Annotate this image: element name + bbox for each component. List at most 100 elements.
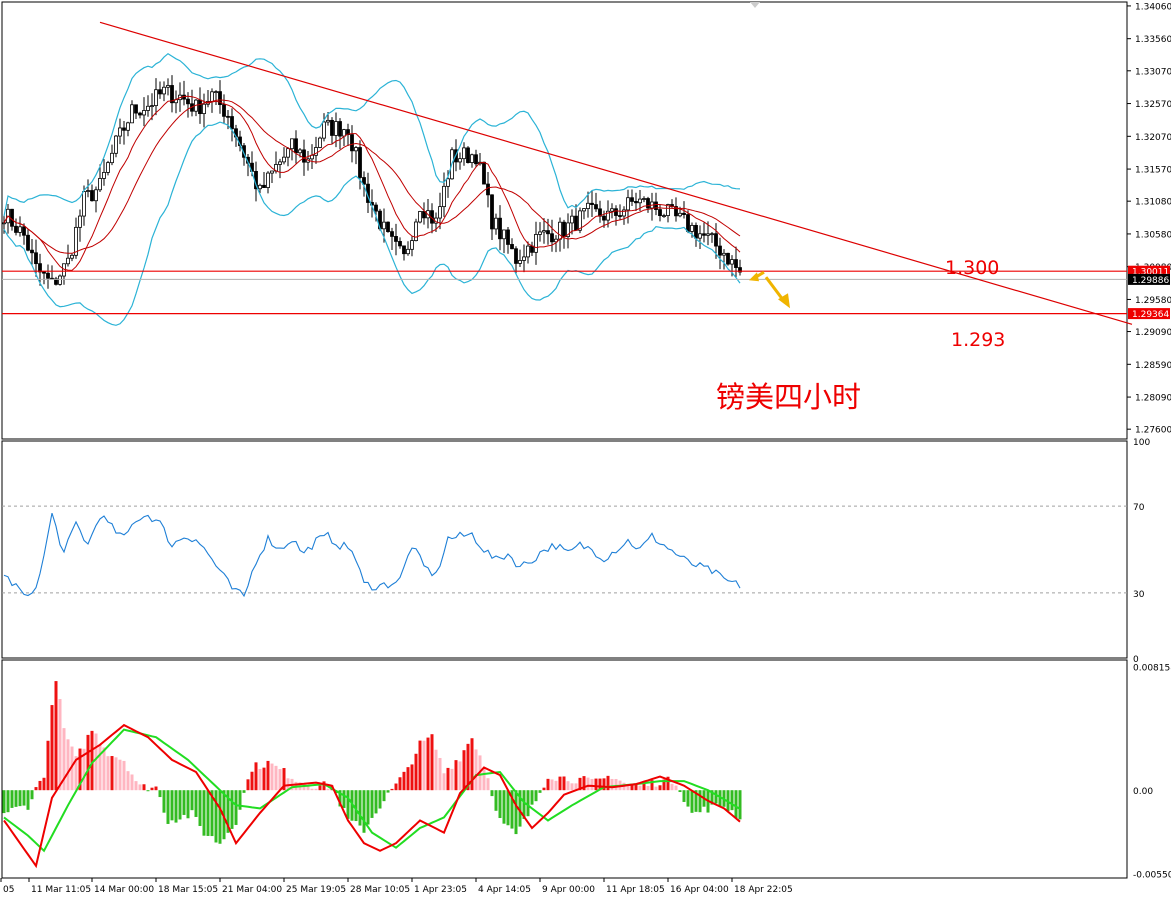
candle-body bbox=[106, 162, 110, 173]
candle-body bbox=[558, 221, 562, 240]
candle-body bbox=[418, 211, 422, 223]
candle-body bbox=[534, 234, 538, 253]
price-panel-frame bbox=[1, 1, 1128, 440]
rsi-line bbox=[3, 512, 741, 598]
price-tick-label: 1.28090 bbox=[1135, 394, 1171, 404]
macd-histogram-bar bbox=[634, 784, 638, 791]
candle-body bbox=[658, 209, 662, 217]
time-tick-label: 18 Apr 22:05 bbox=[734, 885, 793, 895]
macd-histogram-bar bbox=[678, 790, 682, 793]
macd-histogram-bar bbox=[10, 790, 14, 808]
candle-body bbox=[214, 91, 218, 94]
candle-body bbox=[718, 245, 722, 256]
macd-histogram-bar bbox=[386, 790, 390, 793]
rsi-panel[interactable]: 100 70 30 0 bbox=[1, 438, 1150, 665]
candle-body bbox=[526, 245, 530, 258]
candle-body bbox=[702, 233, 706, 236]
candle-body bbox=[10, 208, 14, 227]
macd-histogram-bar bbox=[266, 760, 270, 791]
candle-body bbox=[350, 134, 354, 152]
macd-histogram-bar bbox=[414, 753, 418, 791]
candle-body bbox=[18, 226, 22, 233]
macd-histogram-bar bbox=[614, 778, 618, 791]
candle-body bbox=[266, 172, 270, 188]
macd-histogram-bar bbox=[182, 790, 186, 815]
macd-histogram-bar bbox=[170, 790, 174, 821]
candle-body bbox=[90, 190, 94, 202]
price-panel[interactable]: 1.34060 1.33560 1.33070 1.32570 1.32070 1.315… bbox=[1, 1, 1171, 440]
candle-body bbox=[198, 99, 202, 115]
candle-body bbox=[230, 116, 234, 130]
macd-histogram-bar bbox=[550, 779, 554, 791]
macd-histogram-bar bbox=[658, 785, 662, 791]
macd-histogram-bar bbox=[2, 790, 6, 814]
candle-body bbox=[522, 256, 526, 261]
macd-histogram-bar bbox=[442, 773, 446, 791]
candle-body bbox=[202, 103, 206, 115]
macd-histogram-bar bbox=[134, 781, 138, 791]
time-tick-label: 25 Mar 19:05 bbox=[286, 885, 346, 895]
candle-body bbox=[78, 215, 82, 228]
candle-body bbox=[462, 147, 466, 160]
candle-body bbox=[374, 204, 378, 212]
candle-body bbox=[674, 206, 678, 217]
macd-histogram-bar bbox=[650, 780, 654, 791]
macd-histogram-bar bbox=[490, 790, 494, 797]
candle-body bbox=[438, 206, 442, 219]
candle-body bbox=[70, 254, 74, 259]
macd-histogram-bar bbox=[462, 750, 466, 791]
macd-histogram-bar bbox=[394, 783, 398, 791]
time-tick-label: 16 Apr 04:00 bbox=[670, 885, 729, 895]
candle-body bbox=[686, 214, 690, 232]
macd-main-line bbox=[3, 723, 741, 869]
candle-body bbox=[398, 241, 402, 247]
macd-histogram-bar bbox=[510, 790, 514, 829]
candle-body bbox=[590, 202, 594, 205]
candle-body bbox=[386, 221, 390, 233]
macd-panel[interactable]: 0.008158 0.00 -0.005504 bbox=[1, 659, 1171, 881]
candle-body bbox=[638, 198, 642, 204]
candle-body bbox=[562, 221, 566, 238]
macd-histogram-bar bbox=[126, 771, 130, 791]
macd-histogram-bar bbox=[598, 778, 602, 791]
candle-body bbox=[546, 230, 550, 235]
candle-body bbox=[406, 248, 410, 255]
time-tick-label: 14 Mar 00:00 bbox=[94, 885, 154, 895]
level-1293-tag bbox=[1128, 308, 1170, 320]
time-tick-label: 05 bbox=[3, 885, 14, 895]
candle-body bbox=[618, 215, 622, 217]
candle-body bbox=[394, 236, 398, 242]
candle-body bbox=[490, 194, 494, 230]
macd-histogram-bar bbox=[594, 778, 598, 791]
macd-histogram-bar bbox=[518, 790, 522, 827]
bollinger-upper-line bbox=[3, 52, 741, 217]
candle-body bbox=[382, 221, 386, 230]
macd-histogram-bar bbox=[570, 783, 574, 791]
macd-histogram-bar bbox=[246, 779, 250, 791]
macd-histogram-bar bbox=[534, 790, 538, 802]
moving-average-10-line bbox=[3, 95, 741, 271]
price-tick-label: 1.31080 bbox=[1135, 198, 1171, 208]
candle-body bbox=[730, 259, 734, 265]
macd-histogram-bar bbox=[122, 760, 126, 791]
macd-histogram-bar bbox=[242, 790, 246, 793]
macd-histogram-bar bbox=[22, 790, 26, 806]
macd-histogram-bar bbox=[734, 790, 738, 819]
macd-histogram-bar bbox=[54, 681, 58, 791]
candle-body bbox=[58, 275, 62, 285]
rsi-tick-label: 30 bbox=[1133, 590, 1145, 600]
macd-histogram-bar bbox=[190, 790, 194, 811]
macd-histogram-bar bbox=[526, 790, 530, 817]
rsi-tick-label: 0 bbox=[1133, 655, 1139, 665]
candle-body bbox=[482, 161, 486, 185]
candle-body bbox=[262, 184, 266, 188]
candle-body bbox=[662, 215, 666, 217]
macd-histogram-bar bbox=[130, 774, 134, 791]
macd-histogram-bar bbox=[262, 767, 266, 791]
macd-histogram-bar bbox=[606, 775, 610, 791]
candle-body bbox=[594, 204, 598, 210]
candle-body bbox=[510, 244, 514, 250]
candle-body bbox=[566, 222, 570, 238]
